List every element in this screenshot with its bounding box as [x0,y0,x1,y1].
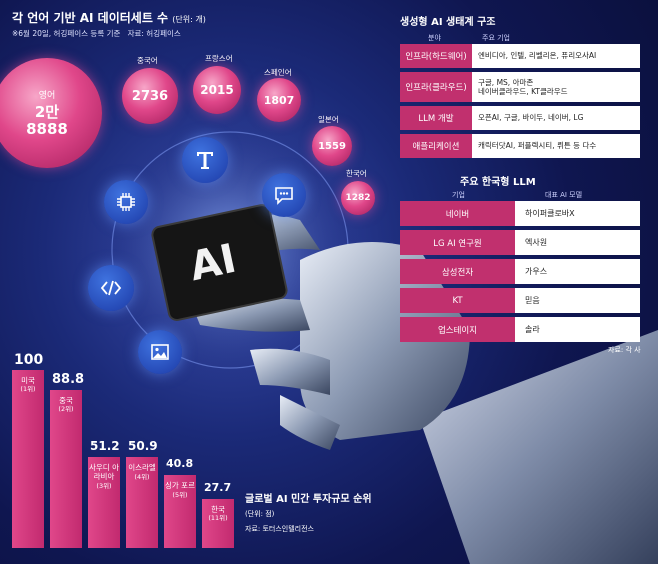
structure-col-field: 분야 [428,34,441,42]
bubble-chinese-value: 2736 [131,88,169,104]
chart-title: 글로벌 AI 민간 투자규모 순위 [245,494,372,505]
text-icon [182,137,228,183]
dataset-note-line: ※6월 20일, 허깅페이스 등록 기준 자료: 허깅페이스 [12,28,181,39]
llm-row-company: 업스테이지 [400,317,515,342]
llm-source: 자료: 각 사 [608,346,641,354]
dataset-note: ※6월 20일, 허깅페이스 등록 기준 [12,29,121,38]
bubble-english-label: 영어 [38,90,56,101]
llm-row: LG AI 연구원 엑사원 [400,230,640,255]
bubble-korean-label: 한국어 [346,169,367,178]
structure-title: 생성형 AI 생태계 구조 [400,17,496,28]
structure-row-field: 애플리케이션 [400,134,472,158]
structure-row: LLM 개발 오픈AI, 구글, 바이두, 네이버, LG [400,106,640,130]
ai-chip-label: AI [185,235,241,291]
llm-title: 주요 한국형 LLM [460,177,536,188]
bar-rank-label: (2위) [58,405,74,414]
llm-row-model: 믿음 [515,288,640,313]
bubble-chinese: 2736 [122,68,178,124]
bubble-french: 2015 [193,66,241,114]
bar-value-label: 88.8 [52,371,85,387]
bar-rank-label: (1위) [20,385,36,394]
bubble-spanish: 1807 [257,78,301,122]
llm-row-model: 하이퍼클로바X [515,201,640,226]
llm-row-model: 솔라 [515,317,640,342]
structure-row-companies: 엔비디아, 인텔, 리벨리온, 퓨리오사AI [472,44,640,68]
bubble-korean-value: 1282 [345,193,371,203]
bar-category-label: 한국 (11위) [202,505,234,523]
bar [12,370,44,548]
bar-category-label: 이스라엘 (4위) [126,463,158,481]
bubble-korean: 1282 [341,181,375,215]
structure-row-companies: 오픈AI, 구글, 바이두, 네이버, LG [472,106,640,130]
code-icon [88,265,134,311]
llm-row-company: LG AI 연구원 [400,230,515,255]
llm-row-company: 네이버 [400,201,515,226]
bar [50,389,82,548]
structure-row-field: 인프라(클라우드) [400,72,472,102]
bar-rank-label: (4위) [134,472,150,481]
bar-rank-label: (5위) [172,490,188,499]
bar-category-label: 중국 (2위) [50,396,82,414]
llm-row-model: 엑사원 [515,230,640,255]
bubble-english-value: 2만 8888 [26,102,68,138]
bar-category-label: 사우디 아라비아 (3위) [89,462,119,490]
structure-row-field: 인프라(하드웨어) [400,44,472,68]
llm-row: 네이버 하이퍼클로바X [400,201,640,226]
structure-col-company: 주요 기업 [482,34,510,42]
llm-row: KT 믿음 [400,288,640,313]
bar-value-label: 50.9 [128,439,158,454]
chip-icon [104,180,148,224]
chat-icon [262,173,306,217]
chart-unit: (단위: 점) [245,510,275,518]
bar-value-label: 100 [14,352,44,368]
bar-value-label: 51.2 [90,438,120,453]
dataset-title-text: 각 언어 기반 AI 데이터세트 수 [12,11,169,25]
structure-row-companies: 구글, MS, 아마존 네이버클라우드, KT클라우드 [472,72,640,102]
llm-row-company: KT [400,288,515,313]
dataset-source: 자료: 허깅페이스 [127,29,181,38]
llm-row-model: 가우스 [515,259,640,284]
bar [202,498,234,548]
llm-col-model: 대표 AI 모델 [545,191,583,199]
structure-row-companies: 캐릭터닷AI, 퍼플렉시티, 뤼튼 등 다수 [472,134,640,158]
dataset-title: 각 언어 기반 AI 데이터세트 수 (단위: 개) [12,9,206,26]
chart-source: 자료: 토터스인텔리전스 [245,525,314,533]
bubble-spanish-label: 스페인어 [264,68,292,77]
bubble-spanish-value: 1807 [263,93,295,107]
bubble-japanese: 1559 [312,126,352,166]
structure-row: 인프라(클라우드) 구글, MS, 아마존 네이버클라우드, KT클라우드 [400,72,640,102]
bar-value-label: 27.7 [204,480,232,494]
bubble-japanese-value: 1559 [318,140,346,152]
llm-row: 업스테이지 솔라 [400,317,640,342]
bar [88,456,120,548]
bubble-french-label: 프랑스어 [205,54,233,63]
bubble-english: 영어 2만 8888 [0,58,102,168]
image-icon [138,330,182,374]
llm-row-company: 삼성전자 [400,259,515,284]
structure-row: 애플리케이션 캐릭터닷AI, 퍼플렉시티, 뤼튼 등 다수 [400,134,640,158]
bar-value-label: 40.8 [166,457,194,471]
bubble-japanese-label: 일본어 [318,115,339,124]
structure-row-field: LLM 개발 [400,106,472,130]
bar [164,475,196,548]
bar-rank-label: (3위) [96,481,112,490]
llm-row: 삼성전자 가우스 [400,259,640,284]
dataset-unit: (단위: 개) [172,15,206,24]
bar [126,457,158,548]
bar-rank-label: (11위) [208,514,228,523]
bar-category-label: 싱가 포르 (5위) [165,481,195,499]
llm-col-company: 기업 [452,191,465,199]
bar-category-label: 미국 (1위) [12,376,44,394]
structure-row: 인프라(하드웨어) 엔비디아, 인텔, 리벨리온, 퓨리오사AI [400,44,640,68]
bubble-chinese-label: 중국어 [137,56,158,65]
bubble-french-value: 2015 [200,83,234,97]
